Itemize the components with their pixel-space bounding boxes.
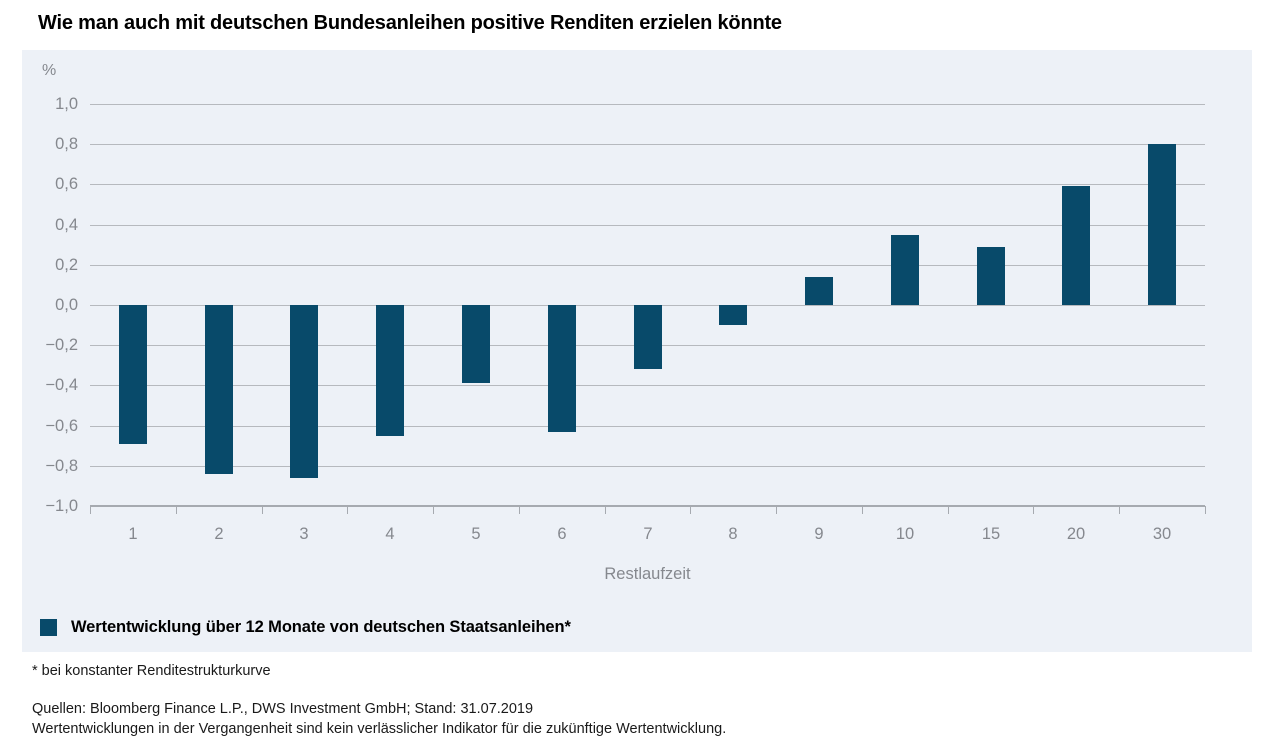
x-axis-tick [433,506,434,514]
gridline [90,385,1205,386]
x-tick-label-15: 15 [981,525,1001,543]
chart-panel: % 1,0 0,8 0,6 0,4 0,2 0,0 −0,2 −0,4 −0,6 −0,8 −1,0… [22,50,1252,652]
gridline [90,265,1205,266]
bar-1 [119,305,147,444]
gridline [90,104,1205,105]
bar-15 [977,247,1005,305]
footnote: * bei konstanter Renditestrukturkurve [32,663,271,679]
y-tick-label: −1,0 [45,497,78,515]
x-axis-tick [262,506,263,514]
x-axis-tick [690,506,691,514]
x-axis-tick [1119,506,1120,514]
x-axis-title: Restlaufzeit [604,565,691,583]
gridline [90,426,1205,427]
x-tick-label-20: 20 [1066,525,1086,543]
x-tick-label-2: 2 [214,525,224,543]
y-tick-label: −0,4 [45,376,78,394]
bar-20 [1062,186,1090,305]
y-axis-unit: % [42,62,57,79]
gridline [90,466,1205,467]
y-tick-label: −0,2 [45,336,78,354]
x-axis-tick [862,506,863,514]
bar-6 [548,305,576,432]
x-tick-label-1: 1 [128,525,138,543]
bar-8 [719,305,747,325]
gridline [90,144,1205,145]
x-tick-label-9: 9 [814,525,824,543]
x-tick-label-6: 6 [557,525,567,543]
legend-label: Wertentwicklung über 12 Monate von deuts… [71,618,571,636]
x-tick-label-5: 5 [471,525,481,543]
x-tick-label-10: 10 [895,525,915,543]
x-tick-label-7: 7 [643,525,653,543]
sources: Quellen: Bloomberg Finance L.P., DWS Inv… [32,699,726,739]
bar-30 [1148,144,1176,305]
bar-9 [805,277,833,305]
x-axis-tick [605,506,606,514]
x-axis-tick [347,506,348,514]
bar-10 [891,235,919,305]
legend: Wertentwicklung über 12 Monate von deuts… [40,618,571,637]
y-tick-label: 0,6 [55,175,78,193]
bar-5 [462,305,490,383]
y-tick-label: −0,6 [45,417,78,435]
x-axis-tick [176,506,177,514]
y-tick-label: 0,8 [55,135,78,153]
x-axis-tick [776,506,777,514]
x-axis-line [90,505,1205,507]
bar-7 [634,305,662,369]
gridline [90,184,1205,185]
y-tick-label: 1,0 [55,95,78,113]
x-axis-tick [90,506,91,514]
y-tick-label: 0,2 [55,256,78,274]
y-tick-label: 0,4 [55,216,78,234]
x-axis-tick [1033,506,1034,514]
x-tick-label-30: 30 [1152,525,1172,543]
source-line: Wertentwicklungen in der Vergangenheit s… [32,721,727,737]
x-tick-label-8: 8 [728,525,738,543]
x-axis-tick [1205,506,1206,514]
y-tick-label: 0,0 [55,296,78,314]
x-tick-label-4: 4 [385,525,395,543]
chart-title: Wie man auch mit deutschen Bundesanleihe… [38,12,782,34]
x-tick-label-3: 3 [299,525,309,543]
x-axis-tick [948,506,949,514]
x-axis-tick [519,506,520,514]
source-line: Quellen: Bloomberg Finance L.P., DWS Inv… [32,701,534,717]
legend-swatch [40,619,57,636]
plot-area [90,104,1206,514]
gridline [90,225,1205,226]
y-tick-label: −0,8 [45,457,78,475]
bar-2 [205,305,233,474]
bar-4 [376,305,404,436]
bar-3 [290,305,318,478]
